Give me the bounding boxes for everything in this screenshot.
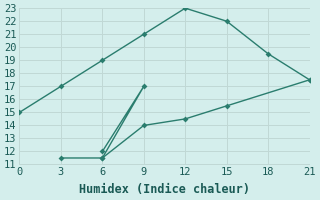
- X-axis label: Humidex (Indice chaleur): Humidex (Indice chaleur): [79, 183, 250, 196]
